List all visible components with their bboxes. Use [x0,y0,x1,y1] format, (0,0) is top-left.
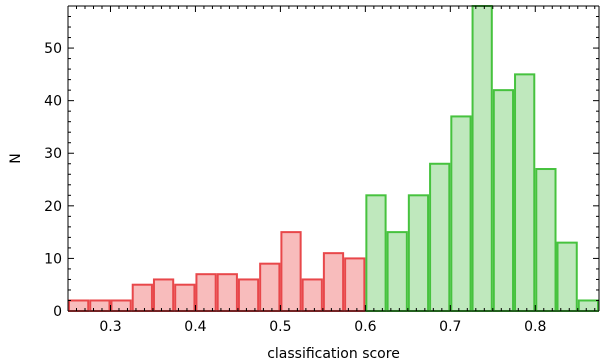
histogram-bar [556,241,578,312]
histogram-bar [344,257,366,312]
y-tick-label: 30 [44,146,62,162]
y-tick-label: 10 [44,251,62,267]
histogram-bar [407,194,430,312]
x-tick-label: 0.3 [99,319,121,335]
histogram-bar [535,168,557,312]
histogram-bar [174,283,196,313]
histogram-bar [450,115,472,313]
x-tick-label: 0.6 [354,319,376,335]
histogram-bar [514,73,536,312]
y-tick-label: 20 [44,199,62,215]
y-axis-label: N [8,153,24,163]
y-tick-label: 40 [44,94,62,110]
histogram-bar [237,278,260,312]
y-tick-label: 0 [53,304,62,320]
histogram-bar [152,278,175,312]
histogram-bar [131,283,153,313]
histogram-bar [259,262,281,313]
histogram-bar [365,194,387,312]
x-tick-label: 0.8 [524,319,546,335]
histogram-bars [68,5,600,313]
x-axis-label: classification score [267,346,400,362]
histogram-bar [216,273,238,313]
histogram-bar [429,162,451,312]
histogram-bar [280,231,302,313]
x-tick-label: 0.4 [184,319,206,335]
histogram-bar [301,278,323,312]
axis-ticks: 0 10 20 30 40 50 0.3 0.4 0.5 0.6 0.7 0.8 [44,5,599,335]
histogram-bar [386,231,408,313]
histogram-bar [492,89,515,313]
y-tick-label: 50 [44,41,62,57]
x-tick-label: 0.7 [439,319,461,335]
axes [67,5,600,312]
histogram-bar [322,252,345,312]
histogram-bar [195,273,217,313]
histogram-bar [471,5,493,312]
x-tick-label: 0.5 [269,319,291,335]
